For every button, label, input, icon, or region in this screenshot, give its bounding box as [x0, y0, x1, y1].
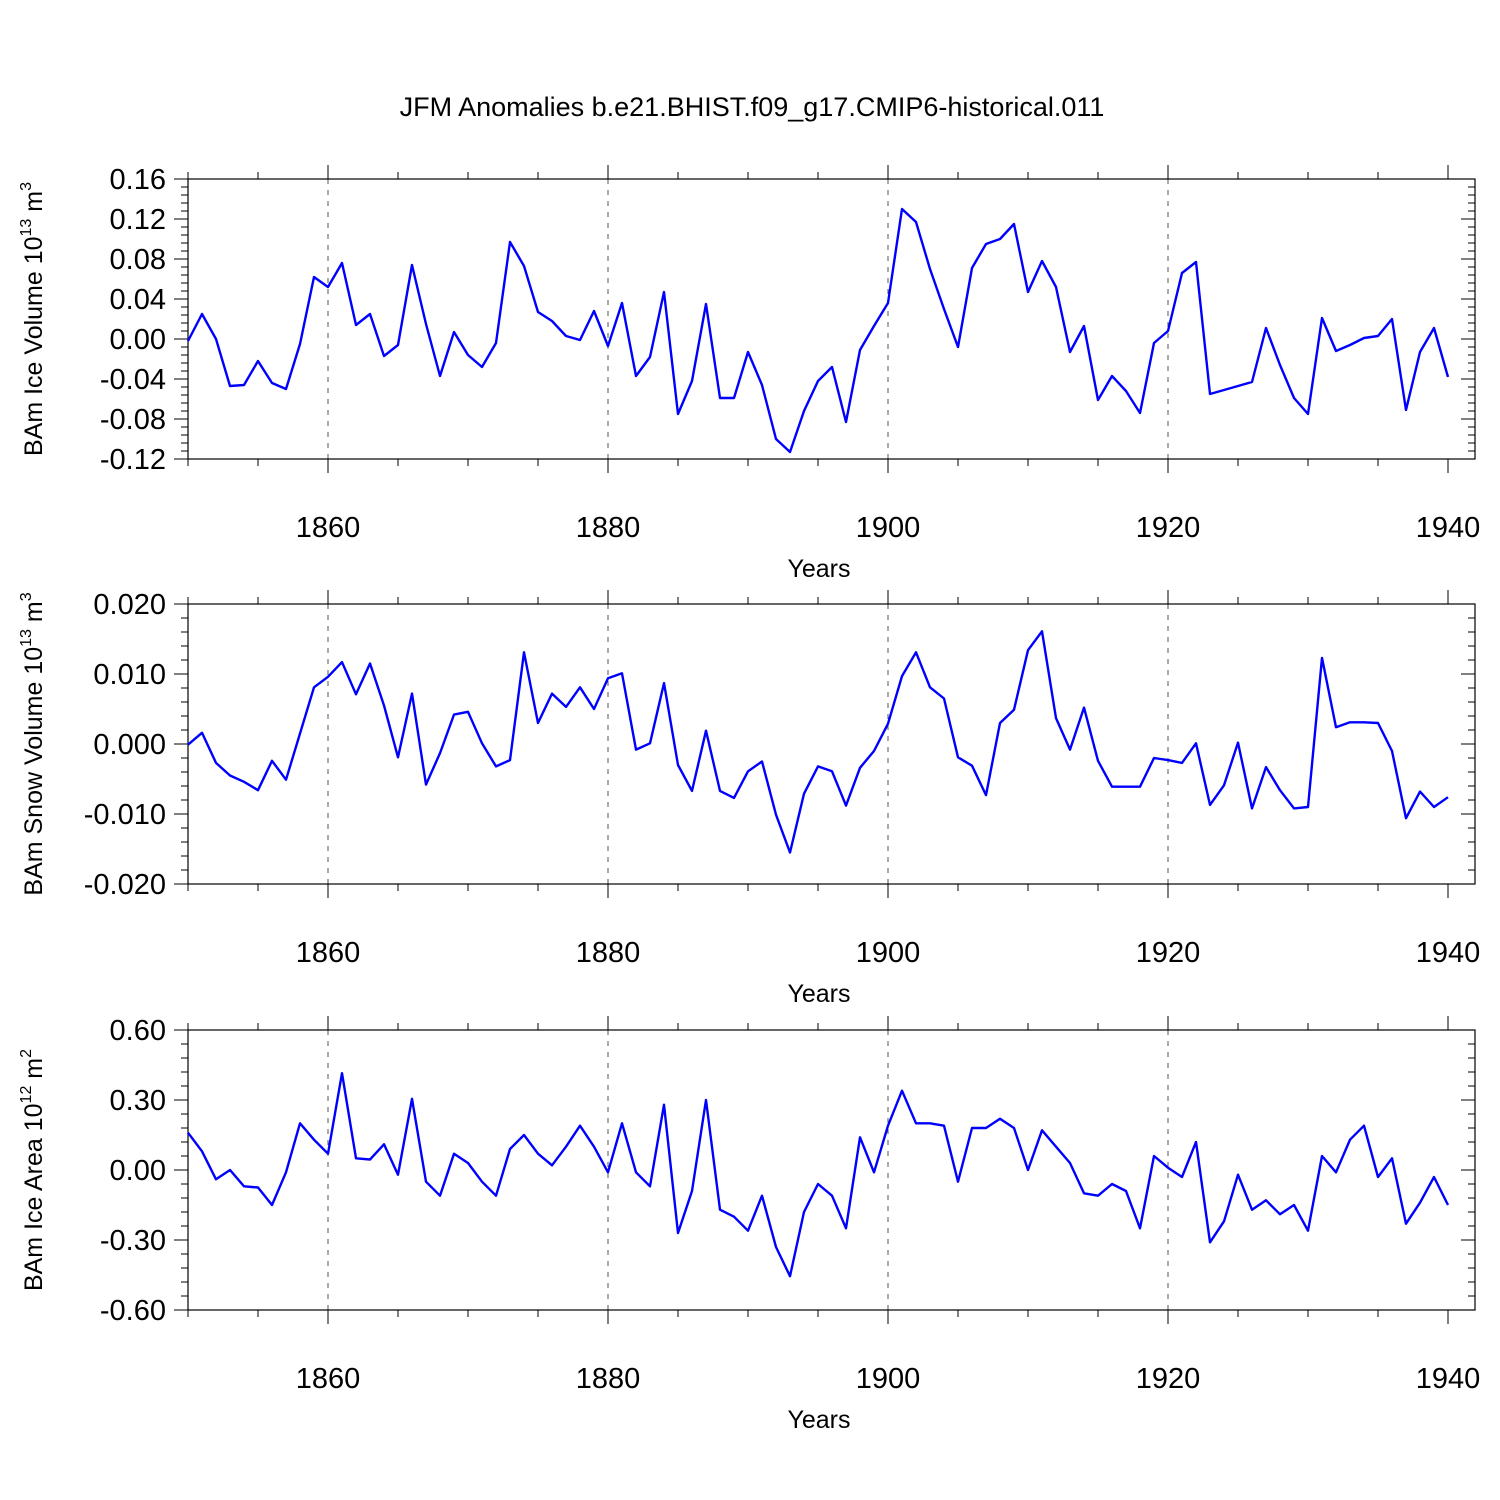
y-tick-label: 0.00 — [110, 324, 166, 356]
chart-panel-1: -0.12 -0.08 -0.04 0.00 0.04 0.08 0.12 0.16 1860 1… — [18, 164, 1480, 583]
y-axis-title-exponent: 13 — [18, 219, 35, 237]
x-tick-label: 1940 — [1416, 512, 1481, 544]
y-axis-title-unit-exponent: 2 — [18, 1049, 35, 1058]
plot-frame — [187, 178, 1476, 460]
y-tick-label: -0.60 — [100, 1295, 166, 1327]
y-axis-title-exponent: 13 — [18, 629, 35, 647]
y-axis-title-unit: m — [20, 1058, 48, 1086]
y-tick-label: 0.00 — [110, 1155, 166, 1187]
panels: -0.12 -0.08 -0.04 0.00 0.04 0.08 0.12 0.16 1860 1… — [18, 164, 1480, 1434]
y-tick-label: 0.60 — [110, 1015, 166, 1047]
x-tick-label: 1900 — [856, 937, 921, 969]
y-axis-title-unit: m — [20, 191, 48, 219]
y-tick-label: 0.000 — [93, 729, 166, 761]
x-axis-title: Years — [787, 555, 850, 583]
x-tick-label: 1920 — [1136, 937, 1201, 969]
x-tick-label: 1880 — [576, 1363, 641, 1395]
y-tick-label: 0.30 — [110, 1085, 166, 1117]
series-line — [187, 630, 1449, 854]
y-axis-title-unit: m — [20, 601, 48, 629]
x-tick-label: 1940 — [1416, 1363, 1481, 1395]
y-axis-title: BAm Ice Volume 1013 m3 — [18, 182, 48, 456]
y-tick-label: 0.010 — [93, 659, 166, 691]
x-tick-label: 1900 — [856, 1363, 921, 1395]
y-axis-title-exponent: 12 — [18, 1086, 35, 1104]
y-tick-label: -0.12 — [100, 444, 166, 476]
x-tick-label: 1860 — [296, 1363, 361, 1395]
plot-frame — [187, 1029, 1476, 1311]
y-tick-label: 0.16 — [110, 164, 166, 196]
x-tick-label: 1860 — [296, 937, 361, 969]
x-axis-title: Years — [787, 980, 850, 1008]
y-axis-title: BAm Ice Area 1012 m2 — [18, 1049, 48, 1291]
y-tick-label: 0.020 — [93, 589, 166, 621]
x-tick-label: 1900 — [856, 512, 921, 544]
y-tick-label: -0.010 — [84, 799, 166, 831]
x-tick-label: 1920 — [1136, 512, 1201, 544]
chart-panel-2: -0.020 -0.010 0.000 0.010 0.020 1860 1880 1900 1… — [18, 589, 1480, 1008]
y-axis-title-main: BAm Snow Volume 10 — [20, 647, 48, 896]
series-line — [187, 1071, 1450, 1278]
y-axis-title-main: BAm Ice Volume 10 — [20, 236, 48, 456]
x-axis-title: Years — [787, 1406, 850, 1434]
y-tick-label: 0.12 — [110, 204, 166, 236]
y-axis-title-unit-exponent: 3 — [18, 182, 35, 191]
x-tick-label: 1860 — [296, 512, 361, 544]
y-tick-label: -0.30 — [100, 1225, 166, 1257]
chart-panel-3: -0.60 -0.30 0.00 0.30 0.60 1860 1880 1900 1920 19… — [18, 1015, 1480, 1434]
y-tick-label: -0.020 — [84, 869, 166, 901]
y-tick-label: 0.08 — [110, 244, 166, 276]
plot-frame — [187, 603, 1476, 885]
x-tick-label: 1940 — [1416, 937, 1481, 969]
y-axis-title-main: BAm Ice Area 10 — [20, 1103, 48, 1291]
y-axis-title: BAm Snow Volume 1013 m3 — [18, 592, 48, 895]
y-tick-label: -0.08 — [100, 404, 166, 436]
x-tick-label: 1880 — [576, 512, 641, 544]
x-tick-label: 1880 — [576, 937, 641, 969]
y-axis-title-unit-exponent: 3 — [18, 592, 35, 601]
series-line — [186, 207, 1450, 454]
x-tick-label: 1920 — [1136, 1363, 1201, 1395]
chart-title: JFM Anomalies b.e21.BHIST.f09_g17.CMIP6-… — [400, 92, 1105, 122]
y-tick-label: 0.04 — [110, 284, 166, 316]
y-tick-label: -0.04 — [100, 364, 166, 396]
